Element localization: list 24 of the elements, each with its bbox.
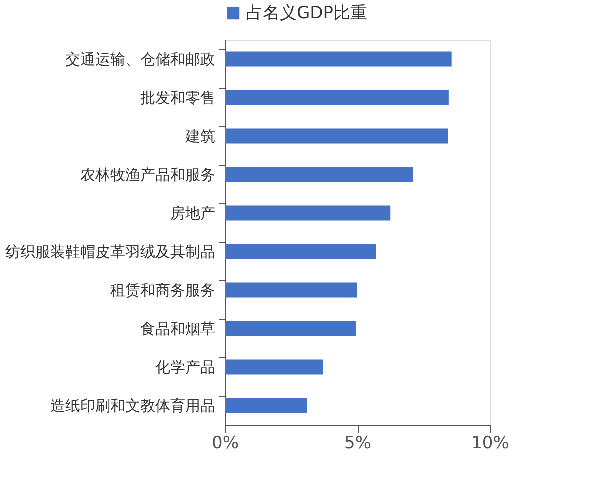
y-tick-label: 交通运输、仓储和邮政 [66, 50, 216, 68]
y-tick-label: 批发和零售 [140, 88, 216, 107]
y-tick-label: 房地产 [170, 204, 216, 222]
y-tick-label: 建筑 [184, 127, 216, 146]
bar [225, 398, 308, 414]
y-tick-label: 化学产品 [156, 358, 216, 376]
bar [225, 282, 358, 298]
y-tick-label: 造纸印刷和文教体育用品 [50, 396, 216, 415]
bar [225, 167, 414, 182]
bar [225, 244, 376, 260]
bar [225, 128, 448, 144]
y-tick-label: 农林牧渔产品和服务 [80, 166, 216, 184]
bar [225, 360, 324, 375]
legend-label: 占名义GDP比重 [246, 4, 368, 24]
y-tick-label: 纺织服装鞋帽皮革羽绒及其制品 [6, 242, 216, 261]
x-tick-label: 10% [472, 434, 510, 454]
bar [225, 206, 391, 221]
x-tick-label: 5% [344, 434, 372, 454]
y-tick-label: 租赁和商务服务 [110, 281, 216, 300]
y-tick-label: 食品和烟草 [140, 320, 216, 338]
bar [225, 321, 356, 336]
x-tick-label: 0% [212, 434, 239, 454]
bar [225, 90, 449, 106]
bar [225, 52, 452, 67]
